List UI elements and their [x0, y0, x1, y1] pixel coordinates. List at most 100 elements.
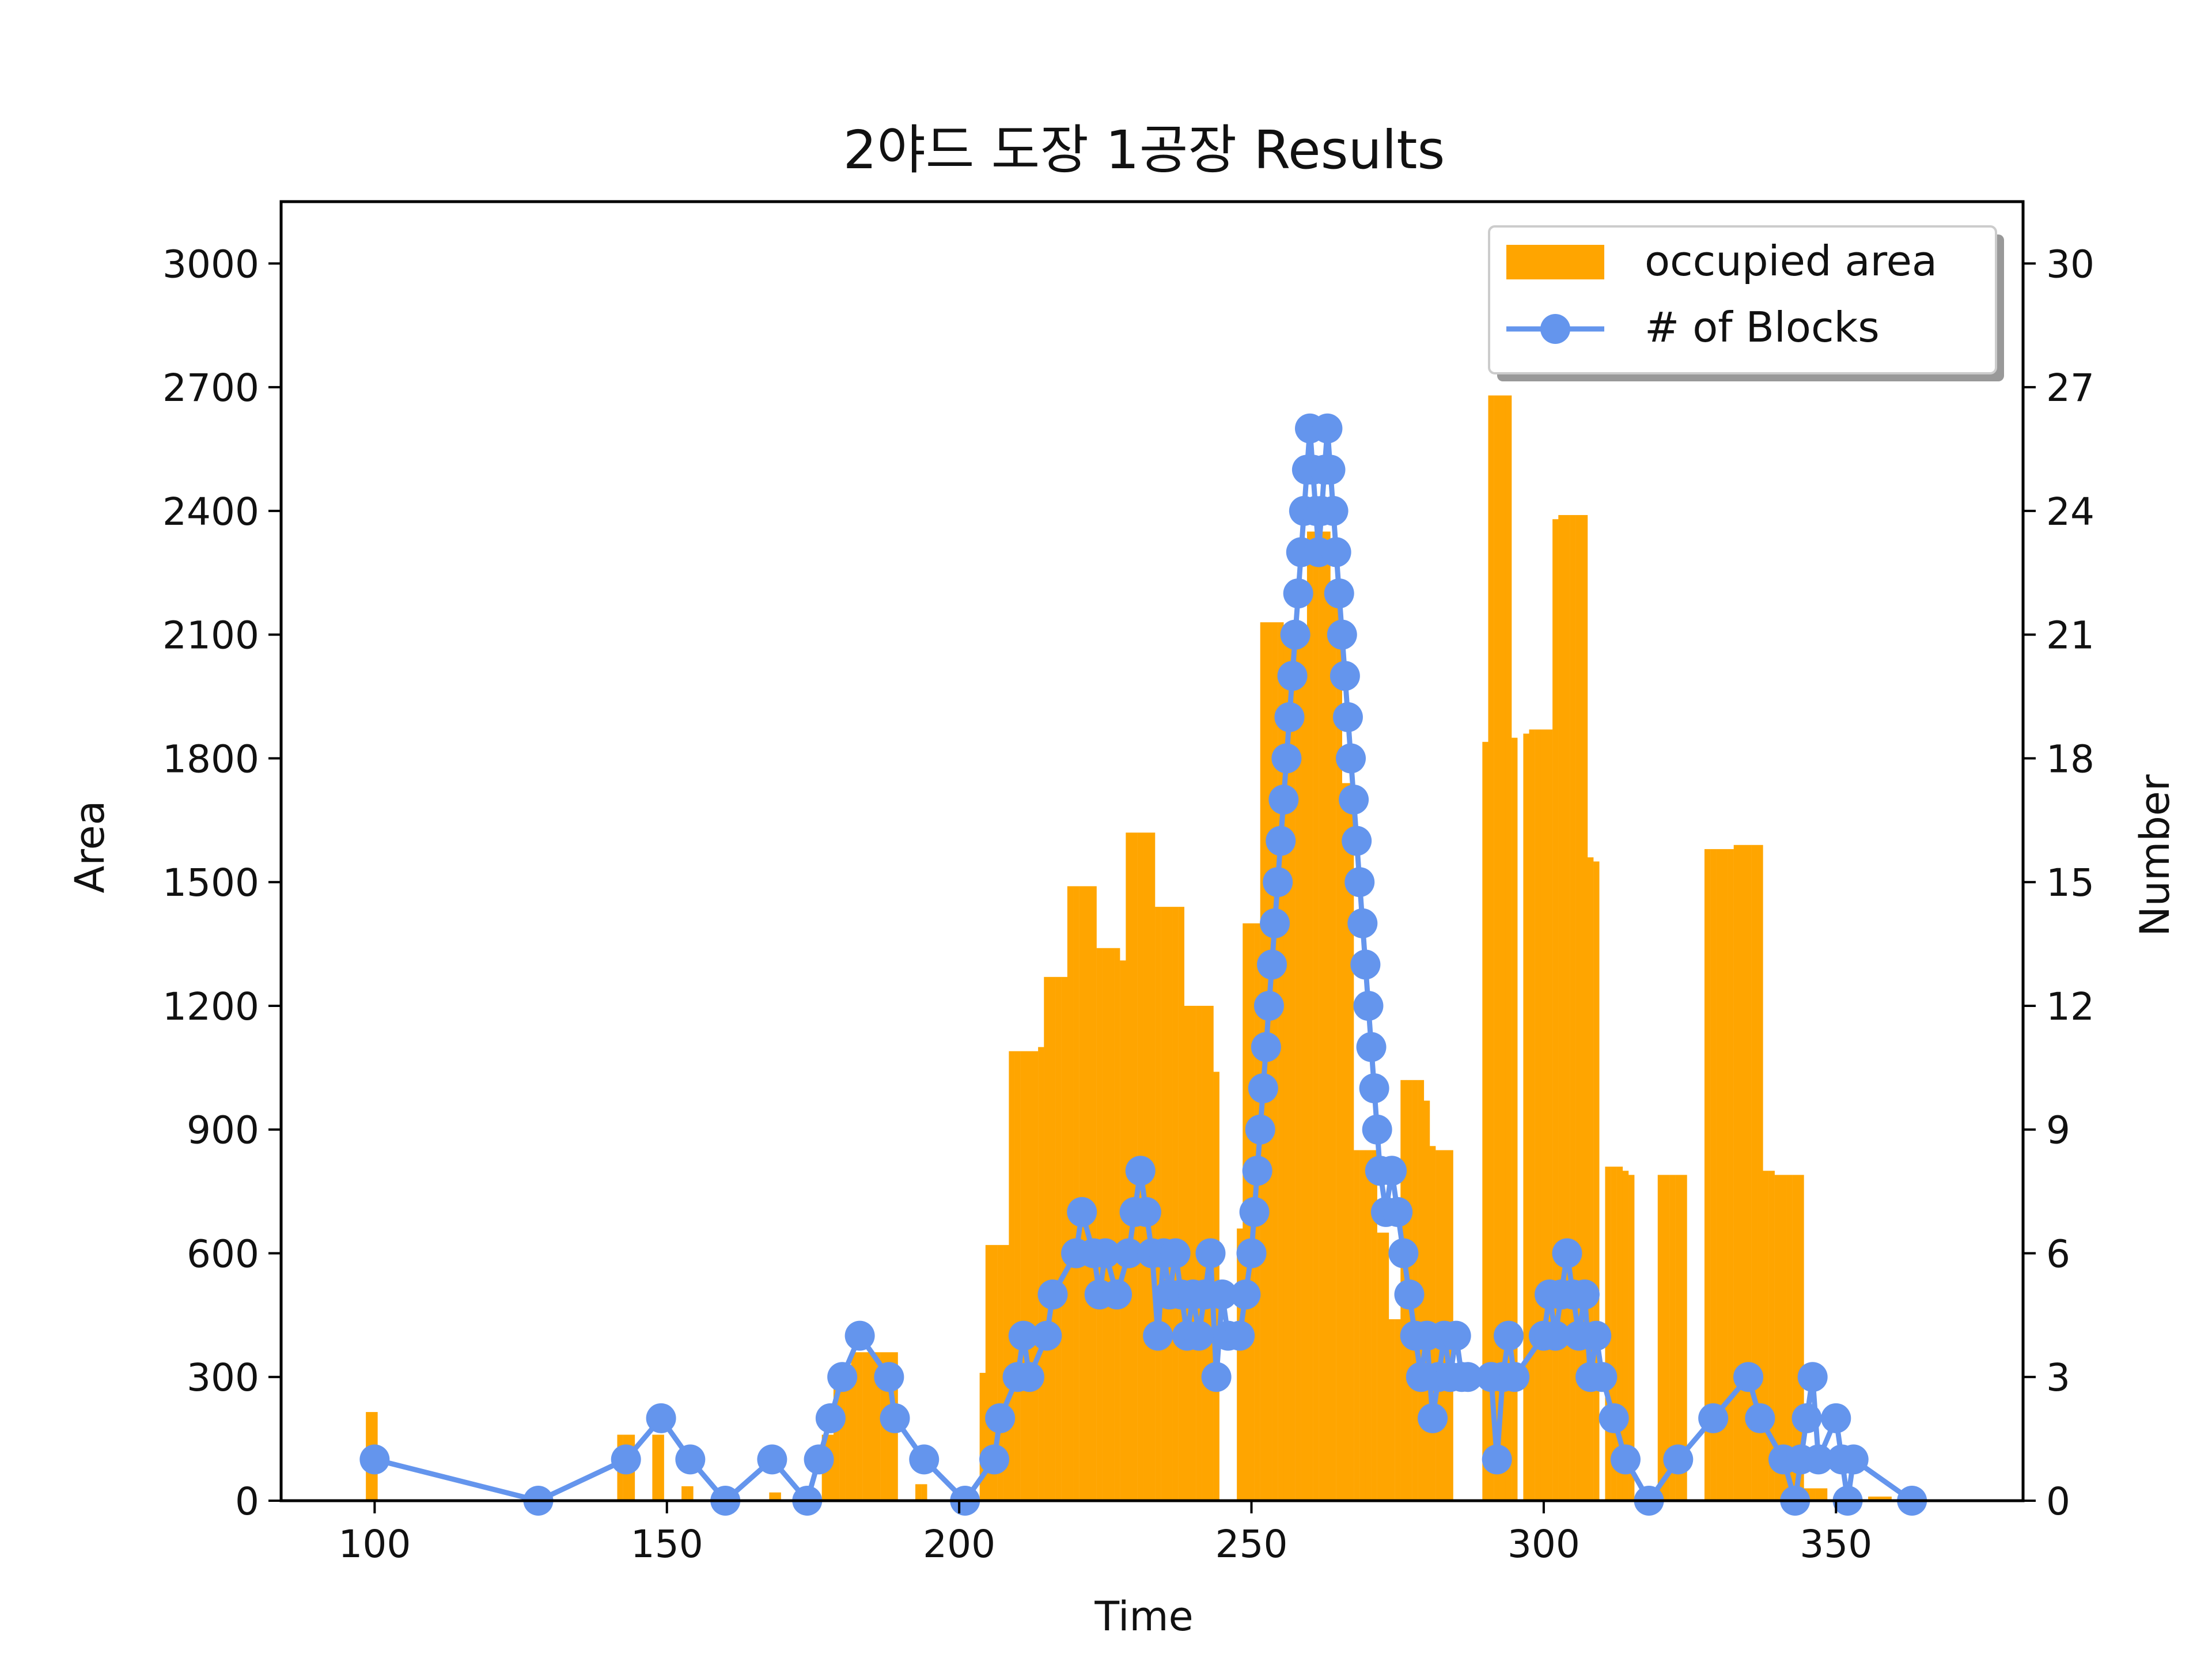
bar [1535, 729, 1541, 1501]
line-point [815, 1403, 846, 1433]
line-point [1599, 1403, 1629, 1433]
bar [1283, 630, 1290, 1501]
y-tick-label: 0 [235, 1479, 259, 1524]
y2-tick-label: 15 [2046, 861, 2094, 905]
bar [1359, 1150, 1366, 1501]
bar [1336, 605, 1342, 1501]
line-point [359, 1444, 390, 1475]
bar [1377, 1232, 1384, 1501]
bar [1061, 976, 1068, 1501]
line-point [1283, 578, 1313, 609]
line-point [1230, 1279, 1261, 1310]
bar [1324, 531, 1331, 1501]
y-tick-label: 600 [187, 1232, 259, 1276]
bar [1499, 395, 1506, 1501]
x-tick-label: 150 [631, 1522, 703, 1566]
bar [658, 1434, 664, 1501]
line-point [1067, 1197, 1097, 1227]
line-point [1388, 1238, 1419, 1269]
bar [681, 1486, 688, 1501]
legend: occupied area # of Blocks [1488, 225, 2004, 381]
bar [1067, 886, 1074, 1501]
bar [1295, 630, 1301, 1501]
bar [1365, 1150, 1372, 1501]
line-point [1482, 1444, 1512, 1475]
bar [1704, 849, 1711, 1501]
line-point [1143, 1320, 1173, 1351]
y-tick-label: 1200 [162, 985, 259, 1029]
x-tick-label: 300 [1508, 1522, 1580, 1566]
x-tick-label: 200 [923, 1522, 995, 1566]
line-point [874, 1362, 904, 1392]
bar [1774, 1175, 1781, 1501]
line-point [1745, 1403, 1775, 1433]
bar [991, 1245, 998, 1501]
bar [1786, 1175, 1793, 1501]
line-point [1268, 785, 1299, 815]
bar [1237, 1228, 1243, 1501]
bar [833, 1381, 840, 1501]
line-point [1037, 1279, 1068, 1310]
bar [1616, 1167, 1623, 1501]
bar [1272, 622, 1278, 1501]
bar [1593, 861, 1600, 1501]
line-point [1032, 1320, 1062, 1351]
bar [769, 1492, 775, 1501]
line-point [1280, 619, 1310, 650]
x-axis: 100 150 200 250 300 350 [338, 1501, 1872, 1566]
bar [687, 1486, 694, 1501]
bar [1628, 1175, 1635, 1501]
line-point [1552, 1238, 1582, 1269]
x-tick-label: 350 [1800, 1522, 1872, 1566]
bar [1096, 948, 1103, 1501]
bar [1780, 1175, 1787, 1501]
bar [1739, 845, 1746, 1501]
bar [1289, 630, 1296, 1501]
bar [1815, 1488, 1822, 1501]
bar [1681, 1175, 1687, 1501]
line-point [1160, 1238, 1191, 1269]
bar [1301, 630, 1308, 1501]
line-point [1195, 1238, 1226, 1269]
bar [1102, 948, 1109, 1501]
bar [979, 1373, 986, 1501]
bar [851, 1352, 857, 1501]
x-tick-label: 100 [338, 1522, 411, 1566]
bar [1038, 1047, 1044, 1501]
bar [1809, 1488, 1816, 1501]
bar [1382, 1232, 1389, 1501]
line-point [1332, 702, 1363, 732]
line-point [1698, 1403, 1729, 1433]
plot-area: 100 150 200 250 300 3500300600900120015001800… [162, 200, 2094, 1566]
line-point [979, 1444, 1010, 1475]
line-point [827, 1362, 858, 1392]
line-point [844, 1320, 875, 1351]
line-point [1362, 1114, 1392, 1145]
line-point [1125, 1156, 1156, 1186]
bar [775, 1492, 781, 1501]
line-point [1499, 1362, 1530, 1392]
line-point [1353, 990, 1384, 1021]
bar [1669, 1175, 1676, 1501]
bar [1763, 1171, 1769, 1501]
line-point [1321, 537, 1351, 567]
x-axis-label: Time [1094, 1593, 1193, 1640]
bar [1050, 976, 1056, 1501]
line-point [646, 1403, 676, 1433]
legend-label: occupied area [1645, 237, 1937, 285]
bar [1581, 515, 1588, 1501]
bar [1733, 845, 1740, 1501]
line-point [1733, 1362, 1764, 1392]
legend-bar-swatch [1506, 245, 1604, 279]
bar [1371, 1150, 1377, 1501]
y-axis-label: Area [66, 800, 113, 893]
bar [1523, 733, 1529, 1501]
line-point [1336, 743, 1366, 774]
line-point [1260, 908, 1290, 938]
bar [1657, 1175, 1664, 1501]
bar [1675, 1175, 1681, 1501]
line-point [1113, 1238, 1144, 1269]
line-point [1441, 1320, 1471, 1351]
line-point [909, 1444, 940, 1475]
